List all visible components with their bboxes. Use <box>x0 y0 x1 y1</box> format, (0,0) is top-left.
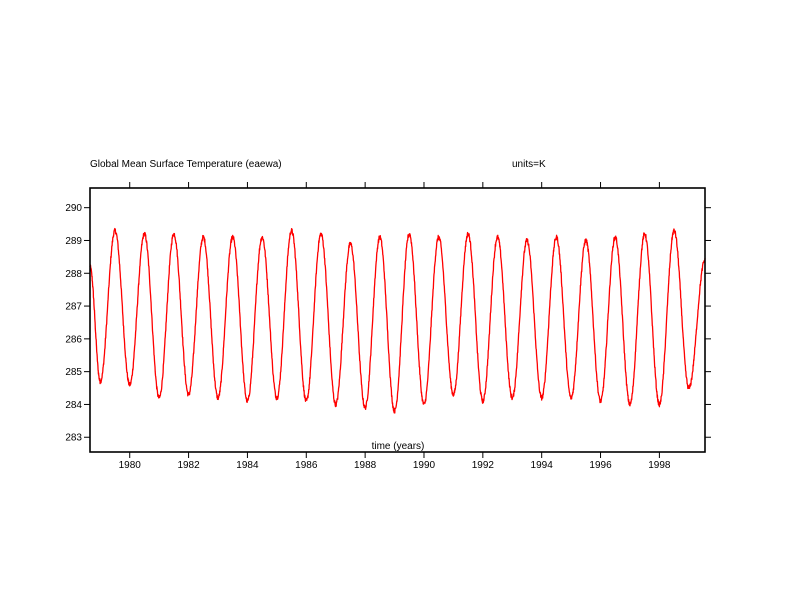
x-tick-label: 1988 <box>354 460 377 471</box>
x-tick-label: 1996 <box>589 460 612 471</box>
chart-title: Global Mean Surface Temperature (eaewa) <box>90 159 282 170</box>
x-tick-label: 1992 <box>472 460 495 471</box>
y-tick-label: 286 <box>65 334 82 345</box>
x-axis-label: time (years) <box>372 441 425 452</box>
x-tick-label: 1986 <box>295 460 318 471</box>
x-tick-label: 1982 <box>177 460 200 471</box>
axis-layer: 1980 1982 1984 1986 1988 1990 1992 1994 1996 1998… <box>65 182 711 471</box>
series-line <box>89 227 706 414</box>
x-tick-label: 1994 <box>531 460 554 471</box>
y-tick-label: 284 <box>65 400 82 411</box>
y-tick-label: 290 <box>65 203 82 214</box>
y-tick-label: 288 <box>65 269 82 280</box>
y-tick-label: 283 <box>65 433 82 444</box>
y-tick-label: 285 <box>65 367 82 378</box>
plot-frame <box>89 187 706 453</box>
series-layer <box>89 227 706 414</box>
x-tick-label: 1980 <box>119 460 142 471</box>
x-tick-label: 1990 <box>413 460 436 471</box>
x-tick-label: 1998 <box>648 460 671 471</box>
x-tick-label: 1984 <box>236 460 259 471</box>
y-tick-label: 289 <box>65 236 82 247</box>
units-label: units=K <box>512 159 546 170</box>
y-tick-label: 287 <box>65 302 82 313</box>
